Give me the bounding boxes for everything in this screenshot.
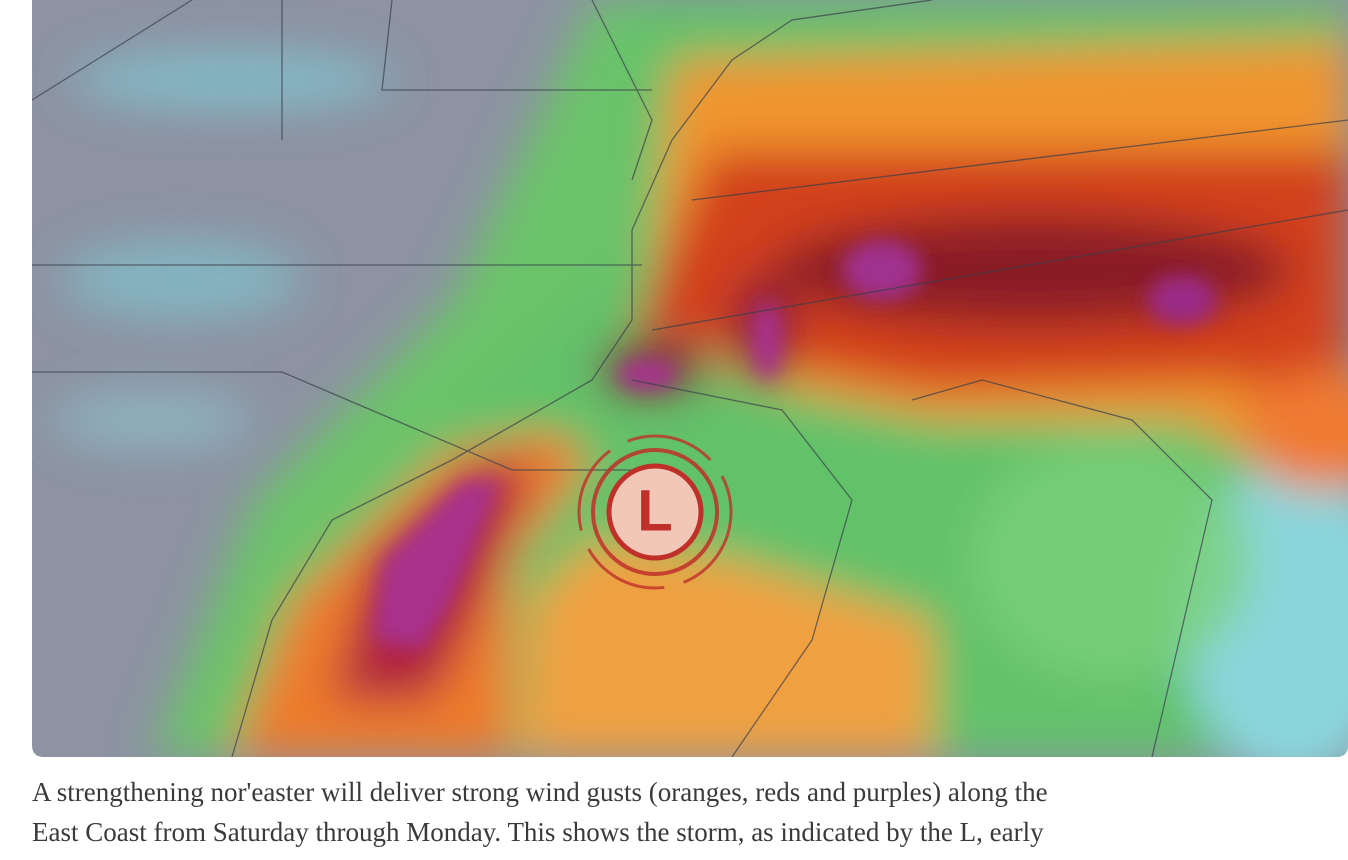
low-pressure-symbol: L — [577, 434, 733, 590]
map-symbol: L — [637, 478, 672, 543]
caption-line: A strengthening nor'easter will deliver … — [32, 777, 1048, 807]
caption-line: East Coast from Saturday through Monday.… — [32, 817, 1044, 847]
caption: A strengthening nor'easter will deliver … — [32, 772, 1342, 852]
weather-map: L — [32, 0, 1348, 757]
